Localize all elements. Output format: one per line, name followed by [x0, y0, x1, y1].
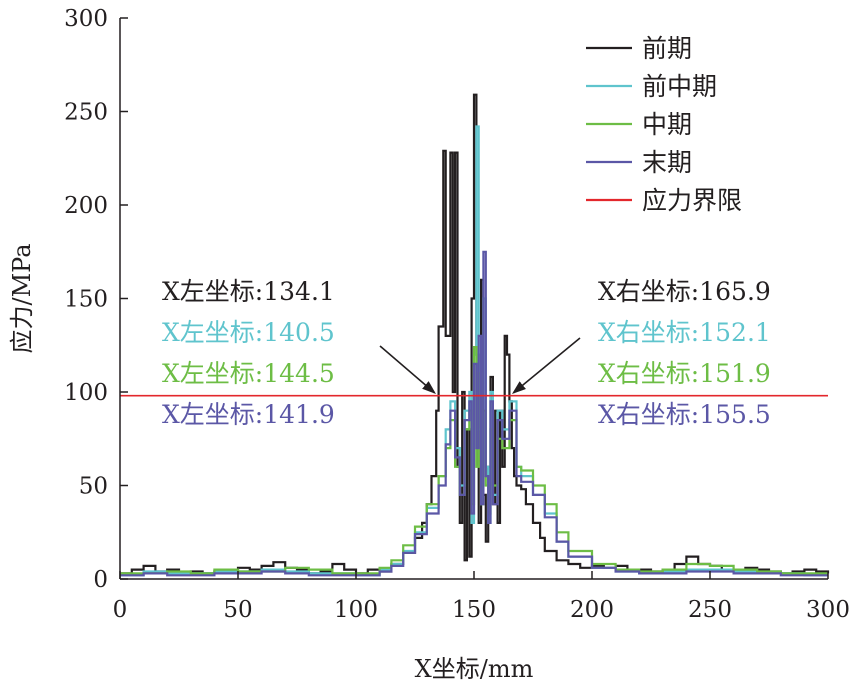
legend-label-3: 末期 [642, 148, 692, 177]
right-arrow [511, 337, 581, 395]
legend-label-0: 前期 [642, 34, 692, 63]
x-axis-title: X坐标/mm [415, 655, 534, 683]
left-annotation-2: X左坐标:144.5 [162, 359, 335, 388]
left-arrow [379, 345, 436, 395]
x-tick-label: 250 [688, 597, 732, 623]
series-line-3 [120, 250, 828, 577]
x-tick-label: 50 [223, 597, 252, 623]
x-tick-label: 0 [113, 597, 128, 623]
y-tick-label: 50 [79, 474, 108, 500]
y-tick-label: 100 [64, 380, 108, 406]
legend-label-1: 前中期 [642, 72, 717, 101]
legend-label-4: 应力界限 [642, 186, 742, 215]
left-annotation-0: X左坐标:134.1 [162, 277, 335, 306]
right-annotation-2: X右坐标:151.9 [598, 359, 771, 388]
y-tick-label: 200 [64, 193, 108, 219]
x-tick-label: 150 [452, 597, 496, 623]
y-axis-title: 应力/MPa [8, 243, 36, 353]
x-tick-label: 200 [570, 597, 614, 623]
left-annotation-3: X左坐标:141.9 [162, 400, 335, 429]
y-tick-label: 0 [93, 567, 108, 593]
right-annotation-3: X右坐标:155.5 [598, 400, 771, 429]
axes: 0 50 100 150 200 250 300 0 50 100 150 200 250 300 X坐标/… [8, 6, 850, 683]
x-tick-label: 300 [806, 597, 850, 623]
right-annotation-0: X右坐标:165.9 [598, 277, 771, 306]
y-tick-label: 300 [64, 6, 108, 32]
annotations: X左坐标:134.1 X左坐标:140.5 X左坐标:144.5 X左坐标:141.9… [162, 277, 771, 429]
left-annotation-1: X左坐标:140.5 [162, 318, 335, 347]
right-annotation-1: X右坐标:152.1 [598, 318, 771, 347]
y-tick-label: 150 [64, 287, 108, 313]
legend-label-2: 中期 [642, 110, 692, 139]
x-tick-label: 100 [334, 597, 378, 623]
y-tick-label: 250 [64, 100, 108, 126]
